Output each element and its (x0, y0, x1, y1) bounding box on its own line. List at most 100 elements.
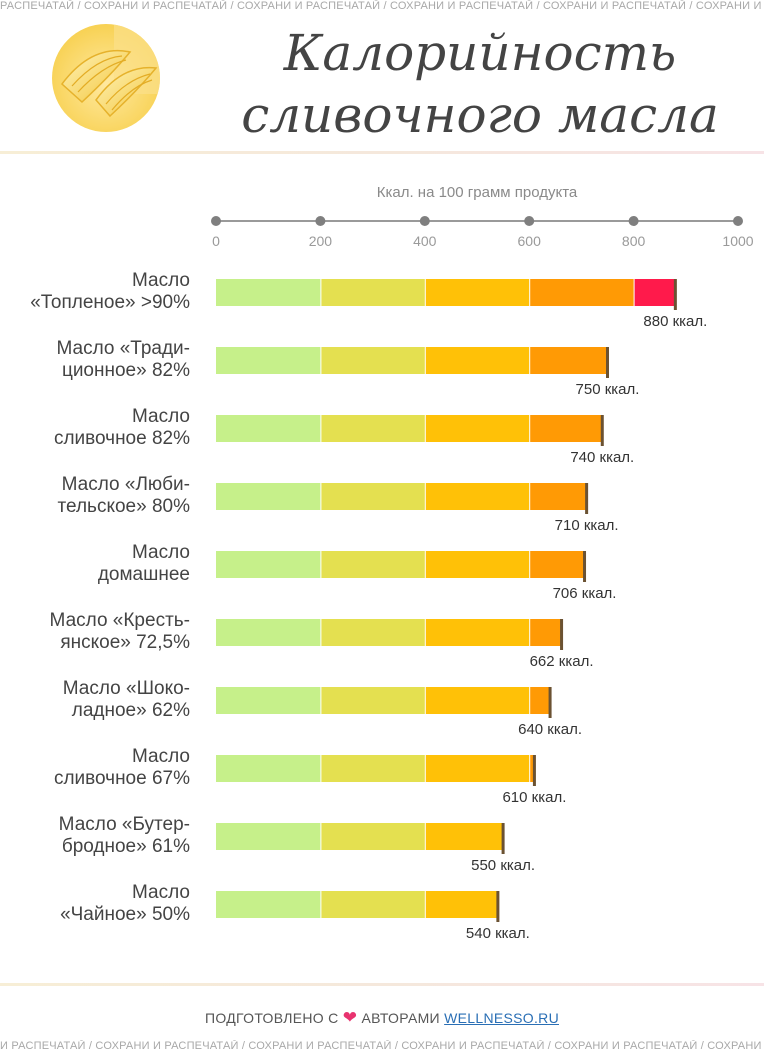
bar-0-value-label: 880 ккал. (643, 313, 707, 330)
x-tick-dot-400 (419, 216, 430, 226)
category-label-0-line-1: «Топленое» >90% (30, 292, 190, 313)
watermark-top: РАСПЕЧАТАЙ / СОХРАНИ И РАСПЕЧАТАЙ / СОХР… (0, 0, 764, 12)
bar-5-end-marker (560, 619, 564, 650)
category-label-9-line-1: «Чайное» 50% (60, 904, 190, 925)
footer-prefix: ПОДГОТОВЛЕНО С (205, 1010, 339, 1026)
bar-3-value-label: 710 ккал. (555, 517, 619, 534)
bar-5-value-label: 662 ккал. (530, 653, 594, 670)
bar-9-end-marker (496, 891, 500, 922)
bar-2-value-label: 740 ккал. (570, 449, 634, 466)
bar-6-segment-0 (216, 687, 321, 714)
category-label-5-line-0: Масло «Кресть- (49, 610, 190, 631)
bar-6-segment-2 (425, 687, 530, 714)
bar-3-segment-2 (425, 483, 530, 510)
bar-1-segment-1 (321, 347, 425, 374)
category-label-2-line-1: сливочное 82% (53, 428, 190, 449)
title-line-1: Калорийность (283, 24, 677, 82)
bar-7-value-label: 610 ккал. (502, 789, 566, 806)
bar-0-segment-4 (634, 279, 676, 306)
heart-icon: ❤ (342, 1008, 358, 1027)
divider-top (0, 151, 764, 154)
bar-6-segment-1 (321, 687, 425, 714)
bar-1-segment-0 (216, 347, 321, 374)
category-label-6-line-1: ладное» 62% (71, 700, 190, 721)
category-label-0-line-0: Масло (132, 270, 190, 291)
x-tick-dot-0 (211, 216, 221, 226)
divider-bottom (0, 983, 764, 986)
page-title: Калорийность сливочного масла (200, 22, 760, 146)
x-tick-label-200: 200 (309, 233, 333, 249)
category-label-7: Масло сливочное 67% (0, 746, 190, 790)
category-label-2-line-0: Масло (132, 406, 190, 427)
bar-5-segment-1 (321, 619, 425, 646)
bar-6-segment-3 (530, 687, 551, 714)
x-tick-label-400: 400 (413, 233, 437, 249)
bar-8-value-label: 550 ккал. (471, 857, 535, 874)
bar-3-segment-1 (321, 483, 425, 510)
bar-9-value-label: 540 ккал. (466, 925, 530, 942)
bar-1-end-marker (606, 347, 609, 378)
bar-7-segment-3 (530, 755, 535, 782)
bar-2-segment-2 (425, 415, 530, 442)
bar-9-segment-0 (216, 891, 321, 918)
x-tick-dot-800 (628, 216, 639, 226)
bar-2-segment-1 (321, 415, 425, 442)
category-label-5-line-1: янское» 72,5% (60, 632, 190, 653)
bar-2-segment-0 (216, 415, 321, 442)
x-tick-label-800: 800 (622, 233, 646, 249)
bar-4-end-marker (583, 551, 587, 582)
bar-8-segment-0 (216, 823, 321, 850)
bar-0-segment-2 (425, 279, 530, 306)
bar-7-segment-0 (216, 755, 321, 782)
bar-4-segment-2 (425, 551, 530, 578)
bar-4-value-label: 706 ккал. (553, 585, 617, 602)
category-label-1-line-1: ционное» 82% (61, 360, 190, 381)
footer-middle: АВТОРАМИ (361, 1010, 440, 1026)
category-label-9: Масло «Чайное» 50% (0, 882, 190, 926)
bar-3-segment-0 (216, 483, 321, 510)
bar-9-segment-2 (425, 891, 498, 918)
bar-5-segment-0 (216, 619, 321, 646)
bar-3-end-marker (585, 483, 589, 514)
butter-curl-logo (52, 24, 160, 132)
category-label-4-line-1: домашнее (97, 564, 190, 585)
category-label-2: Масло сливочное 82% (0, 406, 190, 450)
category-label-8-line-0: Масло «Бутер- (58, 814, 190, 835)
title-line-2: сливочного масла (241, 86, 719, 144)
bar-4-segment-0 (216, 551, 321, 578)
category-label-5: Масло «Кресть-янское» 72,5% (0, 610, 190, 654)
category-label-7-line-0: Масло (132, 746, 190, 767)
header: Калорийность сливочного масла (0, 14, 764, 152)
category-label-0: Масло «Топленое» >90% (0, 270, 190, 314)
bar-6-end-marker (548, 687, 552, 718)
bar-7-segment-1 (321, 755, 425, 782)
bar-5-segment-2 (425, 619, 530, 646)
bar-4-segment-1 (321, 551, 425, 578)
category-label-6: Масло «Шоко-ладное» 62% (0, 678, 190, 722)
bar-0-segment-3 (530, 279, 634, 306)
x-tick-dot-1000 (733, 216, 743, 226)
bar-2-segment-3 (530, 415, 603, 442)
bar-7-segment-2 (425, 755, 530, 782)
calorie-bar-chart: Ккал. на 100 грамм продукта 0 200 400 600 800… (211, 184, 754, 942)
wellnesso-link[interactable]: WELLNESSO.RU (444, 1010, 559, 1026)
x-tick-label-0: 0 (212, 233, 220, 249)
category-label-7-line-1: сливочное 67% (53, 768, 190, 789)
category-label-3-line-1: тельское» 80% (57, 496, 190, 517)
category-label-9-line-0: Масло (132, 882, 190, 903)
bar-2-end-marker (600, 415, 604, 446)
x-tick-dot-200 (315, 216, 326, 226)
x-tick-label-1000: 1000 (722, 233, 753, 249)
x-tick-dot-600 (524, 216, 535, 226)
bar-8-end-marker (501, 823, 505, 854)
footer-credit: ПОДГОТОВЛЕНО С ❤ АВТОРАМИ WELLNESSO.RU (0, 1008, 764, 1028)
bar-0-segment-0 (216, 279, 321, 306)
bar-1-segment-3 (530, 347, 608, 374)
category-label-8: Масло «Бутер-бродное» 61% (0, 814, 190, 858)
category-label-4: Масло домашнее (0, 542, 190, 586)
bar-9-segment-1 (321, 891, 425, 918)
bar-1-value-label: 750 ккал. (576, 381, 640, 398)
bar-8-segment-1 (321, 823, 425, 850)
bar-5-segment-3 (530, 619, 562, 646)
bar-3-segment-3 (530, 483, 587, 510)
